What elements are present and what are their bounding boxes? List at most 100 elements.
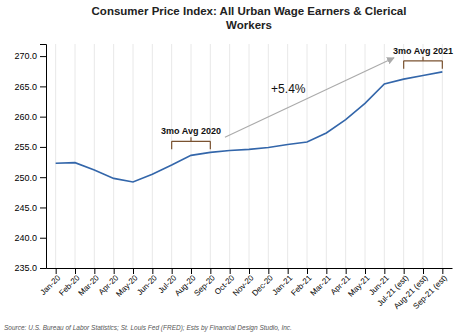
x-tick: Sep-20 (192, 268, 217, 298)
grid-line (345, 44, 346, 268)
x-tick-mark (346, 268, 347, 274)
bracket-line (442, 61, 443, 69)
grid-line (403, 44, 404, 268)
line (56, 72, 443, 182)
bracket-line (210, 141, 211, 149)
y-axis-line (40, 45, 47, 269)
x-tick: May-21 (346, 268, 372, 299)
x-tick-mark (365, 268, 366, 274)
x-tick-mark (249, 268, 250, 274)
grid-line (113, 44, 114, 268)
x-tick-mark (191, 268, 192, 274)
x-tick-mark (442, 268, 443, 274)
y-tick-mark (40, 147, 46, 148)
y-tick-mark (40, 207, 46, 208)
y-tick-mark (40, 177, 46, 178)
x-tick: Mar-20 (77, 268, 102, 298)
x-tick-label: Mar-20 (77, 273, 102, 298)
title: Consumer Price Index: All Urban Wage Ear… (92, 5, 407, 31)
bracket-line (190, 137, 191, 141)
x-tick-label: Mar-21 (309, 273, 334, 298)
y-tick-mark (40, 238, 46, 239)
grid-line (133, 44, 134, 268)
grid-line (365, 44, 366, 268)
x-tick: Jun-20 (135, 268, 159, 297)
x-tick-label: Sep-20 (192, 273, 217, 298)
x-tick-label: May-20 (114, 273, 140, 299)
x-tick-mark (404, 268, 405, 274)
x-tick-mark (56, 268, 57, 274)
x-tick: Mar-21 (309, 268, 334, 298)
bracket-line (171, 141, 172, 149)
y-tick-mark (40, 86, 46, 87)
y-tick: 245.0 (14, 203, 46, 213)
y-tick-mark (40, 117, 46, 118)
y-tick: 265.0 (14, 82, 46, 92)
grid-line (152, 44, 153, 268)
x-tick-mark (94, 268, 95, 274)
annotation-label: +5.4% (271, 82, 306, 96)
grid-line (94, 44, 95, 268)
bracket (172, 137, 211, 149)
annotation-label: 3mo Avg 2021 (393, 46, 453, 56)
title-line: Consumer Price Index: All Urban Wage Ear… (92, 5, 407, 17)
grid-line (287, 44, 288, 268)
x-tick: May-20 (114, 268, 140, 299)
grid-line (229, 44, 230, 268)
grid-line (384, 44, 385, 268)
y-tick: 250.0 (14, 173, 46, 183)
x-tick-mark (307, 268, 308, 274)
grid (56, 44, 443, 268)
annotation-label: 3mo Avg 2020 (161, 126, 221, 136)
marks (56, 72, 443, 182)
grid-line (326, 44, 327, 268)
title-line: Workers (226, 19, 272, 31)
x-tick-label: Sep-21 (est) (411, 273, 449, 311)
annotations: 3mo Avg 2020 3mo Avg 2021 +5.4% (161, 46, 453, 150)
y-tick-label: 235.0 (14, 263, 37, 273)
grid-line (210, 44, 211, 268)
y-tick: 260.0 (14, 112, 46, 122)
x-tick-mark (268, 268, 269, 274)
x-tick-label: May-21 (346, 273, 372, 299)
y-axis: 235.0 240.0 245.0 250.0 255.0 260.0 265.0 270.0 (14, 45, 46, 274)
x-tick-mark (230, 268, 231, 274)
y-tick-label: 250.0 (14, 173, 37, 183)
plot: Jan-20Feb-20Mar-20Apr-20May-20Jun-20Jul-… (14, 44, 452, 311)
y-tick-label: 240.0 (14, 233, 37, 243)
x-tick-mark (152, 268, 153, 274)
y-tick-mark (40, 56, 46, 57)
x-tick-mark (114, 268, 115, 274)
chart: Jan-20Feb-20Mar-20Apr-20May-20Jun-20Jul-… (0, 0, 474, 334)
x-axis: Jan-20Feb-20Mar-20Apr-20May-20Jun-20Jul-… (39, 268, 453, 311)
x-tick-label: Dec-20 (250, 273, 275, 298)
source: Source: U.S. Bureau of Labor Statistics;… (4, 324, 292, 332)
grid-line (423, 44, 424, 268)
y-tick: 235.0 (14, 263, 46, 273)
y-tick: 255.0 (14, 142, 46, 152)
x-tick-label: Jun-20 (135, 273, 159, 297)
grid-line (268, 44, 269, 268)
bracket-line (403, 61, 404, 69)
x-tick-mark (384, 268, 385, 274)
x-tick: Dec-20 (250, 268, 275, 298)
grid-line (442, 44, 443, 268)
x-tick: Sep-21 (est) (411, 268, 449, 311)
grid-line (171, 44, 172, 268)
x-tick-mark (326, 268, 327, 274)
x-tick-mark (423, 268, 424, 274)
y-tick-label: 265.0 (14, 82, 37, 92)
x-tick-mark (172, 268, 173, 274)
x-tick-mark (75, 268, 76, 274)
y-tick-label: 255.0 (14, 142, 37, 152)
grid-line (75, 44, 76, 268)
y-tick-label: 270.0 (14, 51, 37, 61)
arrow (225, 58, 394, 138)
x-tick-mark (133, 268, 134, 274)
bracket (404, 57, 443, 69)
y-tick-label: 260.0 (14, 112, 37, 122)
y-tick-mark (40, 268, 46, 269)
y-tick: 240.0 (14, 233, 46, 243)
x-tick-mark (210, 268, 211, 274)
x-tick-mark (288, 268, 289, 274)
